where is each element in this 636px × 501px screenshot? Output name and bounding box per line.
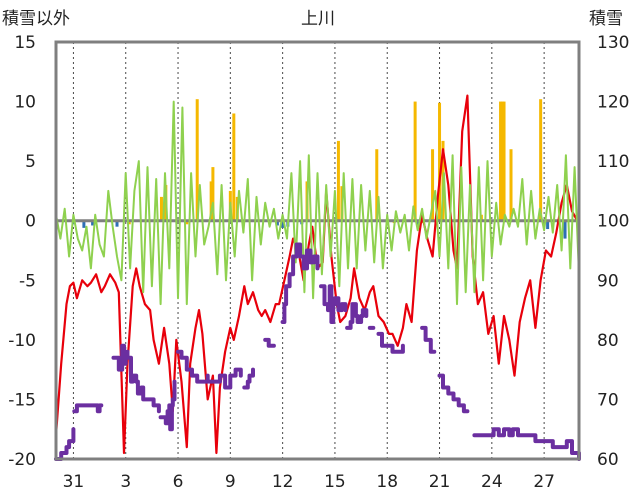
y-right-tick-label: 60 [597,450,619,470]
lines-layer [54,94,581,461]
snow-depth-segment [158,379,177,432]
precip_orange-bar [499,101,503,221]
snow-depth-segment [319,284,348,324]
precip_orange-bar [209,181,213,221]
y-left-tick-label: 10 [14,93,36,113]
x-tick-label: 15 [324,472,346,492]
y-left-tick-label: 15 [14,33,36,53]
precip_orange-bar [500,101,504,221]
x-axis: 31 3 6 9 12 15 18 21 24 27 [63,472,555,492]
precip_orange-bar [431,149,435,221]
precip_orange-bar [232,113,236,221]
y-right-tick-label: 120 [597,93,629,113]
left-axis-title: 積雪以外 [2,9,70,29]
y-right-tick-label: 90 [597,271,619,291]
x-tick-label: 12 [272,472,294,492]
x-tick-label: 6 [173,472,184,492]
y-right-tick-label: 130 [597,33,629,53]
precip_orange-bar [539,99,543,221]
y-right-tick-label: 100 [597,212,629,232]
precip_orange-bar [375,149,379,221]
y-left-tick-label: 5 [25,152,36,172]
snow-depth-segment [207,367,243,390]
blue_small-bar [115,220,119,227]
x-tick-label: 21 [429,472,451,492]
right-axis-title: 積雪 [589,9,623,29]
snow-depth-segment [176,349,210,384]
snow-depth-segment [420,325,437,354]
snow-depth-segment [263,337,276,348]
blue_small-bar [281,220,285,228]
precip_orange-bar [438,102,442,221]
y-right-tick-label: 110 [597,152,629,172]
precip_orange-bar [127,220,131,225]
precip_orange-bar [413,101,417,221]
x-tick-label: 27 [533,472,555,492]
y-left-tick-label: -10 [8,331,36,351]
y-left-tick-label: 0 [25,212,36,232]
x-tick-label: 18 [376,472,398,492]
snow-depth-segment [345,302,369,330]
blue_small-bar [546,220,550,230]
green_line [55,100,580,306]
snow-depth-segment [111,343,161,414]
precip_orange-bar [185,220,189,225]
precip_orange-bar [502,101,506,221]
snow-depth-segment [280,242,320,324]
x-tick-label: 3 [120,472,131,492]
blue_small-bar [82,220,86,228]
precip_orange-bar [159,196,163,221]
y-left-tick-label: -20 [8,450,36,470]
blue_small-bar [563,220,567,239]
precip_orange-bar [211,167,215,221]
y-left-tick-label: -5 [19,271,36,291]
left-axis: 15 10 5 0 -5 -10 -15 -20 [8,33,36,470]
precip_orange-bar [509,149,513,221]
snow-depth-segment [376,331,405,354]
precip_orange-bar [336,140,340,221]
snow-depth-segment [437,373,470,414]
y-left-tick-label: -15 [8,390,36,410]
x-tick-label: 31 [63,472,85,492]
precip_orange-bar [195,99,199,221]
chart-title: 上川 [301,9,335,29]
blue_small-bar [91,220,95,226]
plot-frame [54,40,581,461]
x-tick-label: 24 [481,472,503,492]
snow-depth-segment [72,403,104,414]
snow-depth-segment [54,427,76,461]
right-axis: 130 120 110 100 90 80 70 60 [597,33,629,470]
snow-depth-segment [472,427,581,461]
y-right-tick-label: 70 [597,390,619,410]
blue_small-bar [275,220,279,226]
x-tick-label: 9 [225,472,236,492]
y-right-tick-label: 80 [597,331,619,351]
snow-depth-segment [242,367,255,390]
